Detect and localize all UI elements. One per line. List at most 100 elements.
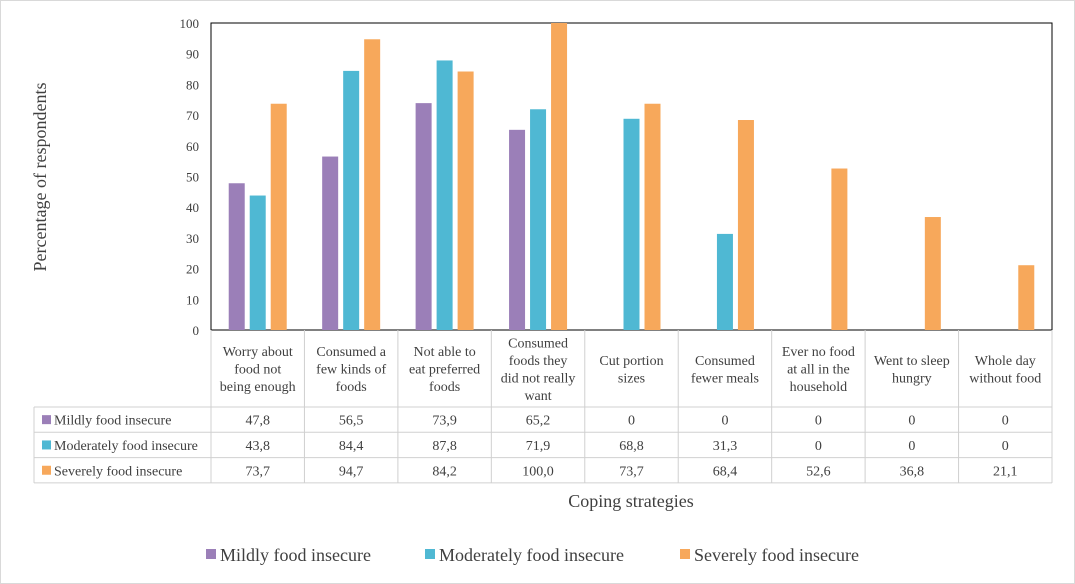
table-value-cell: 73,9 <box>432 414 457 429</box>
table-value-cell: 0 <box>815 439 822 454</box>
table-series-label: Mildly food insecure <box>54 414 171 429</box>
x-category-label-line: Consumed <box>508 336 568 351</box>
x-category-label-line: foods <box>429 380 460 395</box>
legend-swatch <box>425 549 435 559</box>
x-category-label-line: foods <box>336 380 367 395</box>
y-tick-label: 0 <box>193 323 200 338</box>
x-category-label: Went to sleep hungry <box>874 354 950 387</box>
x-category-label-line: Consumed <box>695 354 755 369</box>
bar-moderately-food-insecure <box>343 70 360 330</box>
y-tick-label: 50 <box>186 170 199 185</box>
table-value-cell: 52,6 <box>806 464 831 479</box>
bar-severely-food-insecure <box>737 120 754 331</box>
table-value-cell: 100,0 <box>522 464 554 479</box>
bar-mildly-food-insecure <box>415 103 432 330</box>
table-value-cell: 0 <box>815 414 822 429</box>
x-category-label-line: food not <box>234 363 281 378</box>
table-value-cell: 87,8 <box>432 439 457 454</box>
x-category-label-line: Consumed a <box>316 345 386 360</box>
bar-severely-food-insecure <box>457 71 474 331</box>
table-value-cell: 84,2 <box>432 464 457 479</box>
bar-severely-food-insecure <box>551 23 568 330</box>
x-category-label-line: Worry about <box>223 345 293 360</box>
legend-swatch <box>680 549 690 559</box>
x-category-label: Cut portion sizes <box>599 354 663 387</box>
table-value-cell: 0 <box>721 414 728 429</box>
x-category-label: Worry about food not being enough <box>220 345 296 395</box>
legend-label: Mildly food insecure <box>220 545 371 565</box>
table-value-cell: 0 <box>1002 439 1009 454</box>
y-tick-label: 40 <box>186 200 199 215</box>
x-category-label-line: did not really <box>501 371 576 386</box>
table-value-cell: 0 <box>1002 414 1009 429</box>
table-value-cell: 71,9 <box>526 439 551 454</box>
bar-mildly-food-insecure <box>228 183 245 330</box>
y-axis-title: Percentage of respondents <box>30 83 50 272</box>
table-value-cell: 0 <box>908 414 915 429</box>
legend-swatch <box>206 549 216 559</box>
table-value-cell: 84,4 <box>339 439 364 454</box>
y-tick-label: 10 <box>186 292 199 307</box>
table-value-cell: 68,4 <box>713 464 738 479</box>
x-category-label: Consumed foods they did not really want <box>501 336 576 404</box>
table-legend-key <box>42 440 51 450</box>
table-series-label: Severely food insecure <box>54 464 182 479</box>
x-category-label-line: Not able to <box>414 345 476 360</box>
x-category-label: Consumed a few kinds of foods <box>316 345 387 395</box>
bar-moderately-food-insecure <box>623 118 640 330</box>
table-value-cell: 94,7 <box>339 464 364 479</box>
table-legend-key <box>42 465 51 475</box>
y-tick-label: 30 <box>186 231 199 246</box>
x-category-label-line: Whole day <box>975 354 1036 369</box>
table-value-cell: 65,2 <box>526 414 551 429</box>
x-category-label: Consumed fewer meals <box>691 354 759 387</box>
x-category-label-line: eat preferred <box>409 363 480 378</box>
bar-severely-food-insecure <box>270 103 287 330</box>
table-value-cell: 0 <box>908 439 915 454</box>
y-tick-label: 100 <box>180 16 200 31</box>
table-value-cell: 0 <box>628 414 635 429</box>
legend-label: Severely food insecure <box>694 545 859 565</box>
x-category-label-line: household <box>790 380 848 395</box>
y-tick-label: 80 <box>186 77 199 92</box>
x-category-label-line: want <box>524 389 551 404</box>
x-category-label-line: at all in the <box>787 363 850 378</box>
x-category-label: Whole day without food <box>969 354 1041 387</box>
x-category-label-line: Went to sleep <box>874 354 950 369</box>
table-value-cell: 31,3 <box>713 439 738 454</box>
bar-severely-food-insecure <box>644 103 661 330</box>
bar-moderately-food-insecure <box>530 109 547 330</box>
x-axis-title: Coping strategies <box>568 491 693 511</box>
bar-severely-food-insecure <box>831 168 848 330</box>
x-category-label-line: sizes <box>618 371 645 386</box>
x-category-label-line: Cut portion <box>599 354 663 369</box>
x-category-label-line: fewer meals <box>691 371 759 386</box>
x-category-label-line: being enough <box>220 380 296 395</box>
table-value-cell: 43,8 <box>245 439 270 454</box>
x-category-label-line: hungry <box>892 371 932 386</box>
y-tick-label: 60 <box>186 139 199 154</box>
bar-mildly-food-insecure <box>322 156 339 330</box>
table-value-cell: 73,7 <box>245 464 270 479</box>
table-value-cell: 68,8 <box>619 439 644 454</box>
y-tick-label: 70 <box>186 108 199 123</box>
legend-label: Moderately food insecure <box>439 545 624 565</box>
table-value-cell: 36,8 <box>900 464 925 479</box>
x-category-label-line: few kinds of <box>316 363 386 378</box>
table-value-cell: 47,8 <box>245 414 270 429</box>
y-tick-label: 90 <box>186 47 199 62</box>
x-category-label: Not able to eat preferred foods <box>409 345 480 395</box>
table-value-cell: 73,7 <box>619 464 644 479</box>
bar-severely-food-insecure <box>364 39 381 331</box>
x-category-label: Ever no food at all in the household <box>782 345 855 395</box>
y-tick-label: 20 <box>186 262 199 277</box>
x-category-label-line: Ever no food <box>782 345 855 360</box>
table-value-cell: 21,1 <box>993 464 1018 479</box>
x-category-label-line: without food <box>969 371 1041 386</box>
bar-severely-food-insecure <box>1018 265 1035 330</box>
bar-moderately-food-insecure <box>716 233 733 330</box>
bar-moderately-food-insecure <box>249 195 266 330</box>
x-category-label-line: foods they <box>509 354 568 369</box>
